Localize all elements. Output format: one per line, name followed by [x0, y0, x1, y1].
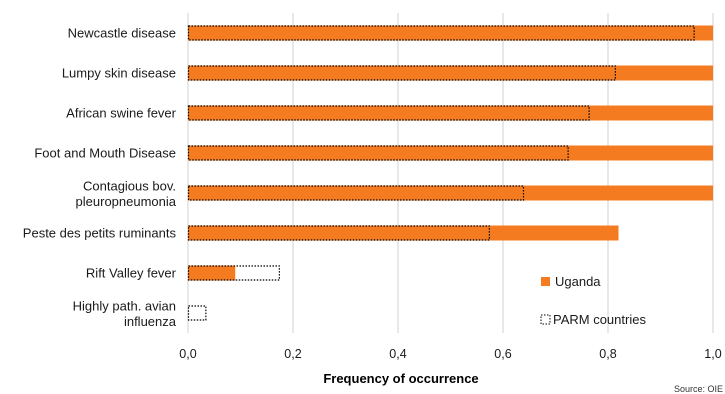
x-tick-label: 0,6 [494, 347, 511, 361]
category-label: Newcastle disease [68, 26, 176, 41]
x-tick-label: 0,8 [599, 347, 616, 361]
bar-parm-countries [187, 225, 490, 241]
x-tick-label: 0,4 [389, 347, 406, 361]
category-label: Lumpy skin disease [62, 66, 176, 81]
legend-swatch-parm-countries [540, 314, 551, 325]
legend-label-parm-countries: PARM countries [553, 312, 646, 327]
category-label: Peste des petits ruminants [23, 226, 177, 241]
bar-uganda [188, 145, 713, 161]
bar-parm-countries [187, 305, 207, 321]
legend: Uganda PARM countries [540, 274, 646, 327]
bars [187, 25, 713, 321]
x-tick-label: 0,0 [179, 347, 196, 361]
bar-parm-countries [187, 265, 280, 281]
gridlines [187, 13, 714, 333]
x-axis-title: Frequency of occurrence [323, 371, 478, 386]
bar-parm-countries [187, 65, 616, 81]
source-note: Source: OIE [674, 384, 723, 394]
bar-parm-countries [187, 145, 569, 161]
bar-uganda [188, 265, 236, 281]
x-tick-label: 1,0 [704, 347, 721, 361]
category-labels: Newcastle disease Lumpy skin disease Afric… [23, 26, 177, 329]
x-tick-labels: 0,0 0,2 0,4 0,6 0,8 1,0 [179, 347, 721, 361]
bar-uganda [188, 225, 619, 241]
bar-parm-countries [187, 105, 590, 121]
x-tick-label: 0,2 [284, 347, 301, 361]
bar-uganda [188, 25, 713, 41]
category-label: Highly path. avian influenza [73, 298, 177, 329]
category-label: Contagious bov. pleuropneumonia [76, 178, 177, 209]
bar-uganda [188, 105, 713, 121]
bar-parm-countries [187, 25, 695, 41]
category-label: African swine fever [66, 106, 176, 121]
legend-swatch-uganda [541, 277, 550, 286]
category-label: Foot and Mouth Disease [34, 146, 176, 161]
bar-uganda [188, 185, 713, 201]
bar-parm-countries [187, 185, 525, 201]
bar-uganda [188, 65, 713, 81]
category-label: Rift Valley fever [86, 266, 177, 281]
legend-label-uganda: Uganda [555, 274, 601, 289]
